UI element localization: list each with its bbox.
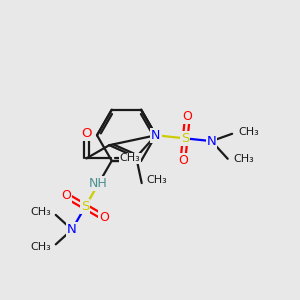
Text: O: O xyxy=(182,110,192,123)
Text: O: O xyxy=(99,211,109,224)
Text: N: N xyxy=(67,223,77,236)
Text: NH: NH xyxy=(89,177,108,190)
Text: CH₃: CH₃ xyxy=(120,153,140,164)
Text: O: O xyxy=(178,154,188,167)
Text: S: S xyxy=(81,200,89,213)
Text: S: S xyxy=(181,132,189,145)
Text: O: O xyxy=(81,127,92,140)
Text: N: N xyxy=(151,129,160,142)
Text: N: N xyxy=(207,135,216,148)
Text: CH₃: CH₃ xyxy=(234,154,254,164)
Text: CH₃: CH₃ xyxy=(146,175,167,185)
Text: CH₃: CH₃ xyxy=(238,127,259,137)
Text: CH₃: CH₃ xyxy=(31,207,51,217)
Text: CH₃: CH₃ xyxy=(31,242,51,252)
Text: O: O xyxy=(61,189,71,202)
